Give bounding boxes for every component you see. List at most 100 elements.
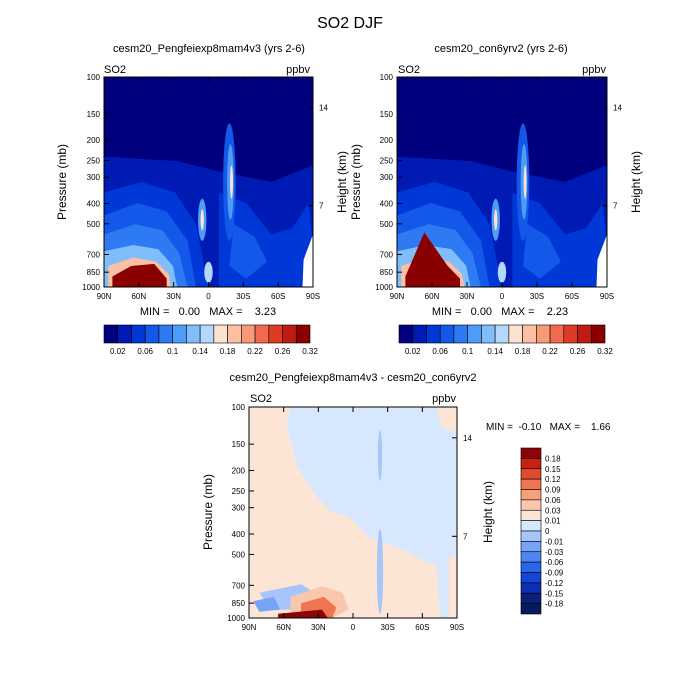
colorbar-swatch	[520, 530, 542, 542]
x-tick-label: 90S	[306, 292, 320, 301]
x-tick-label: 90N	[390, 292, 405, 301]
field-surface-spot	[497, 261, 507, 283]
colorbar-swatch	[522, 324, 537, 344]
colorbar-swatch	[481, 324, 496, 344]
y-tick-label: 400	[232, 530, 246, 539]
y-tick-label: 300	[87, 173, 101, 182]
height-tick-label: 7	[613, 202, 618, 211]
y-tick-label: 300	[232, 504, 246, 513]
colorbar-label: 0.26	[570, 347, 586, 356]
y-tick-label: 1000	[227, 614, 245, 623]
colorbar-label: 0.15	[545, 465, 561, 474]
colorbar-label: 0.1	[462, 347, 474, 356]
x-tick-label: 60S	[271, 292, 285, 301]
x-tick-label: 90N	[242, 623, 257, 632]
colorbar-label: 0.22	[542, 347, 558, 356]
x-tick-label: 60S	[565, 292, 579, 301]
y-tick-label: 500	[232, 550, 246, 559]
y-tick-label: 200	[380, 136, 394, 145]
panel-diff-ylabel-right: Height (km)	[481, 481, 495, 543]
field-column-core	[523, 165, 527, 199]
y-tick-label: 700	[380, 250, 394, 259]
colorbar-label: 0.32	[597, 347, 613, 356]
colorbar-swatch	[158, 324, 173, 344]
colorbar-swatch	[103, 324, 119, 344]
y-tick-label: 400	[87, 199, 101, 208]
y-tick-label: 850	[87, 268, 101, 277]
y-tick-label: 200	[232, 467, 246, 476]
height-tick-label: 14	[463, 434, 472, 443]
colorbar-swatch	[520, 468, 542, 480]
panel-right-ylabel-right: Height (km)	[629, 151, 643, 213]
colorbar-label: -0.01	[545, 537, 564, 546]
y-tick-label: 100	[87, 73, 101, 82]
panel-diff-field	[249, 407, 457, 618]
colorbar-swatch	[282, 324, 297, 344]
colorbar-swatch	[520, 541, 542, 553]
colorbar-swatch	[536, 324, 551, 344]
y-tick-label: 700	[232, 581, 246, 590]
panel-right: cesm20_con6yrv2 (yrs 2-6) SO2 ppbv 90N 60…	[349, 43, 643, 356]
panel-right-field-label: SO2	[398, 64, 420, 76]
diff-positive-core-3	[278, 609, 328, 618]
colorbar-swatch	[186, 324, 201, 344]
colorbar-label: 0.03	[545, 506, 561, 515]
panel-diff-ylabel: Pressure (mb)	[201, 474, 215, 550]
x-tick-label: 0	[351, 623, 356, 632]
colorbar-label: 0.1	[167, 347, 179, 356]
x-tick-label: 30N	[166, 292, 181, 301]
colorbar-swatch	[172, 324, 187, 344]
y-tick-label: 250	[232, 487, 246, 496]
colorbar-label: -0.15	[545, 589, 564, 598]
field-tropic-spot-core	[494, 209, 498, 231]
panel-right-axes: 90N 60N 30N 0 30S 60S 90S 100 150 200 250 300 400 500…	[375, 73, 622, 301]
colorbar-swatch	[295, 324, 311, 344]
y-tick-label: 100	[232, 403, 246, 412]
colorbar-swatch	[467, 324, 482, 344]
colorbar-swatch	[563, 324, 578, 344]
y-tick-label: 250	[87, 157, 101, 166]
colorbar-swatch	[520, 489, 542, 501]
colorbar-swatch	[453, 324, 468, 344]
y-tick-label: 850	[232, 599, 246, 608]
y-tick-label: 1000	[375, 283, 393, 292]
y-tick-label: 100	[380, 73, 394, 82]
colorbar-label: 0.32	[302, 347, 318, 356]
y-tick-label: 150	[87, 110, 101, 119]
x-tick-label: 30S	[381, 623, 395, 632]
x-tick-label: 0	[500, 292, 505, 301]
colorbar-swatch	[241, 324, 256, 344]
panel-left-ylabel: Pressure (mb)	[55, 144, 69, 220]
y-tick-label: 500	[87, 220, 101, 229]
height-tick-label: 14	[613, 104, 622, 113]
figure-title: SO2 DJF	[317, 15, 383, 32]
panel-right-title: cesm20_con6yrv2 (yrs 2-6)	[434, 43, 567, 55]
colorbar-swatch	[520, 561, 542, 573]
panel-right-units: ppbv	[582, 64, 606, 76]
colorbar-swatch	[508, 324, 523, 344]
colorbar-swatch	[494, 324, 510, 344]
colorbar-swatch	[520, 572, 542, 584]
panel-diff-title: cesm20_Pengfeiexp8mam4v3 - cesm20_con6yr…	[229, 372, 476, 384]
colorbar-label: -0.09	[545, 569, 564, 578]
panel-diff: cesm20_Pengfeiexp8mam4v3 - cesm20_con6yr…	[201, 372, 611, 632]
colorbar-swatch	[520, 447, 542, 459]
height-tick-label: 14	[319, 104, 328, 113]
colorbar-swatch	[520, 509, 542, 521]
colorbar-swatch	[520, 478, 542, 490]
colorbar-label: 0.06	[432, 347, 448, 356]
panel-left: cesm20_Pengfeiexp8mam4v3 (yrs 2-6) SO2 p…	[55, 43, 349, 356]
diff-column-lower	[376, 529, 384, 614]
field-tropic-spot-core	[200, 209, 204, 231]
y-tick-label: 150	[380, 110, 394, 119]
panel-left-minmax: MIN = 0.00 MAX = 3.23	[140, 306, 276, 318]
x-tick-label: 30S	[530, 292, 544, 301]
colorbar-swatch	[412, 324, 427, 344]
colorbar-label: 0.26	[275, 347, 291, 356]
y-tick-label: 850	[380, 268, 394, 277]
height-tick-label: 7	[319, 202, 324, 211]
colorbar-label: 0.09	[545, 486, 561, 495]
diff-positive-main	[249, 407, 441, 618]
colorbar-swatch	[520, 520, 542, 532]
panel-left-ylabel-right: Height (km)	[335, 151, 349, 213]
